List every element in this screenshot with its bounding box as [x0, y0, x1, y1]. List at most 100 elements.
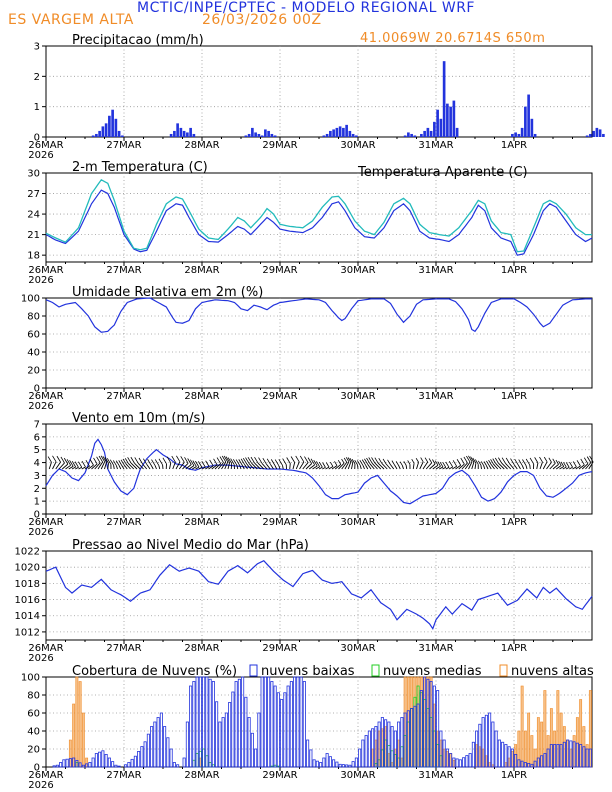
- wind-barb-flag: [486, 460, 490, 466]
- wind-barb-flag: [201, 461, 206, 468]
- wind-barb-flag: [184, 457, 189, 464]
- wind-barb: [61, 463, 69, 470]
- cloud-legend-swatch: [371, 664, 380, 677]
- cloud-bar-nuvens-baixas: [406, 710, 410, 768]
- wind-barb: [68, 465, 74, 470]
- wind-xtick-label: 1APR: [501, 517, 527, 528]
- wind-barb: [513, 464, 518, 470]
- cloud-bar-nuvens-baixas: [328, 756, 332, 768]
- rh-xtick-label: 31MAR: [418, 391, 453, 402]
- wind-barb-flag: [366, 457, 371, 465]
- wind-barb-flag: [391, 460, 395, 466]
- cloud-bar-nuvens-baixas: [562, 741, 566, 768]
- wind-barb-flag: [286, 457, 291, 464]
- wind-barb: [501, 462, 508, 470]
- wind-barb: [539, 461, 543, 470]
- cloud-bar-nuvens-baixas: [166, 737, 170, 768]
- wind-barb-flag: [456, 459, 462, 466]
- wind-barb: [150, 465, 154, 470]
- pres-title: Pressao ao Nivel Medio do Mar (hPa): [72, 538, 309, 553]
- cloud-bar-nuvens-baixas: [494, 730, 498, 768]
- precip-bar: [329, 130, 332, 137]
- cloud-bar-nuvens-baixas: [322, 757, 326, 768]
- wind-barb-flag: [334, 461, 338, 466]
- wind-barb: [104, 462, 107, 470]
- precip-bar: [173, 130, 176, 137]
- wind-barb: [224, 461, 229, 470]
- pres-ytick-label: 1016: [15, 595, 40, 606]
- clouds-year-label: 2026: [28, 780, 53, 791]
- wind-barb: [87, 464, 94, 470]
- precip-bar: [189, 127, 192, 137]
- cloud-bar-nuvens-baixas: [101, 750, 105, 768]
- wind-barb: [521, 465, 525, 470]
- cloud-bar-nuvens-baixas: [315, 760, 319, 768]
- clouds-ytick-label: 40: [27, 727, 40, 738]
- cloud-bar-nuvens-baixas: [140, 746, 144, 768]
- cloud-bar-nuvens-baixas: [510, 748, 514, 768]
- precip-bar: [260, 135, 264, 137]
- cloud-legend-label: nuvens baixas: [261, 664, 355, 679]
- cloud-bar-nuvens-baixas: [471, 741, 475, 768]
- wind-barb: [292, 462, 296, 470]
- wind-barb-flag: [505, 457, 511, 465]
- wind-barb: [55, 461, 61, 470]
- cloud-bar-nuvens-baixas: [403, 712, 407, 768]
- precip-bar: [436, 109, 439, 137]
- wind-barb: [107, 463, 109, 470]
- cloud-bar-nuvens-baixas: [426, 678, 430, 768]
- wind-barb-flag: [472, 457, 477, 464]
- wind-barb-flag: [424, 457, 429, 463]
- cloud-bar-nuvens-baixas: [72, 757, 76, 768]
- temp-frame: [45, 172, 593, 263]
- cloud-bar-nuvens-baixas: [189, 685, 193, 768]
- cloud-bar-nuvens-baixas: [390, 726, 394, 768]
- wind-barb: [274, 465, 278, 470]
- wind-barb-flag: [118, 460, 122, 466]
- cloud-bar-nuvens-baixas: [530, 763, 534, 768]
- cloud-bar-nuvens-baixas: [78, 762, 82, 768]
- wind-barb-flag: [563, 462, 567, 468]
- cloud-bar-nuvens-baixas: [117, 765, 121, 768]
- wind-barb: [48, 462, 52, 470]
- wind-barb-flag: [213, 458, 218, 465]
- precip-bar: [446, 103, 449, 137]
- wind-barb: [270, 464, 274, 470]
- wind-barb-flag: [555, 459, 559, 465]
- precip-bar: [114, 118, 118, 137]
- cloud-bar-nuvens-baixas: [263, 676, 267, 768]
- precip-bar: [270, 133, 274, 137]
- pres-ytick-label: 1014: [15, 611, 40, 622]
- cloud-bar-nuvens-baixas: [218, 721, 222, 768]
- wind-barb-flag: [382, 458, 387, 464]
- wind-barb-flag: [477, 460, 482, 466]
- wind-barb-flag: [112, 460, 117, 466]
- wind-barb: [198, 466, 203, 470]
- cloud-bar-nuvens-baixas: [91, 757, 95, 768]
- cloud-bar-nuvens-baixas: [55, 764, 59, 768]
- wind-year-label: 2026: [28, 527, 53, 538]
- precip-bar: [101, 126, 105, 137]
- cloud-bar-nuvens-baixas: [468, 753, 472, 768]
- pres-xtick-label: 31MAR: [418, 643, 453, 654]
- precip-bar: [449, 106, 452, 137]
- wind-barb-flag: [351, 459, 356, 465]
- precip-bar: [355, 135, 358, 137]
- cloud-bar-nuvens-baixas: [484, 714, 488, 768]
- clouds-ytick-label: 0: [34, 763, 40, 774]
- clouds-xtick-label: 30MAR: [340, 770, 375, 781]
- wind-barb-flag: [548, 457, 552, 463]
- pres-xtick-label: 28MAR: [184, 643, 219, 654]
- cloud-bar-nuvens-baixas: [371, 728, 375, 768]
- wind-barb-flag: [437, 461, 441, 467]
- cloud-bar-nuvens-baixas: [497, 739, 501, 768]
- wind-barb-flag: [205, 460, 210, 467]
- wind-barb-flag: [371, 457, 376, 464]
- wind-barb: [254, 462, 261, 470]
- rh-xtick-label: 26MAR: [28, 391, 63, 402]
- wind-barb-flag: [337, 460, 342, 465]
- cloud-bar-nuvens-baixas: [244, 696, 248, 768]
- precip-bar: [602, 133, 605, 137]
- cloud-bar-nuvens-baixas: [260, 676, 264, 768]
- wind-barb: [266, 463, 271, 470]
